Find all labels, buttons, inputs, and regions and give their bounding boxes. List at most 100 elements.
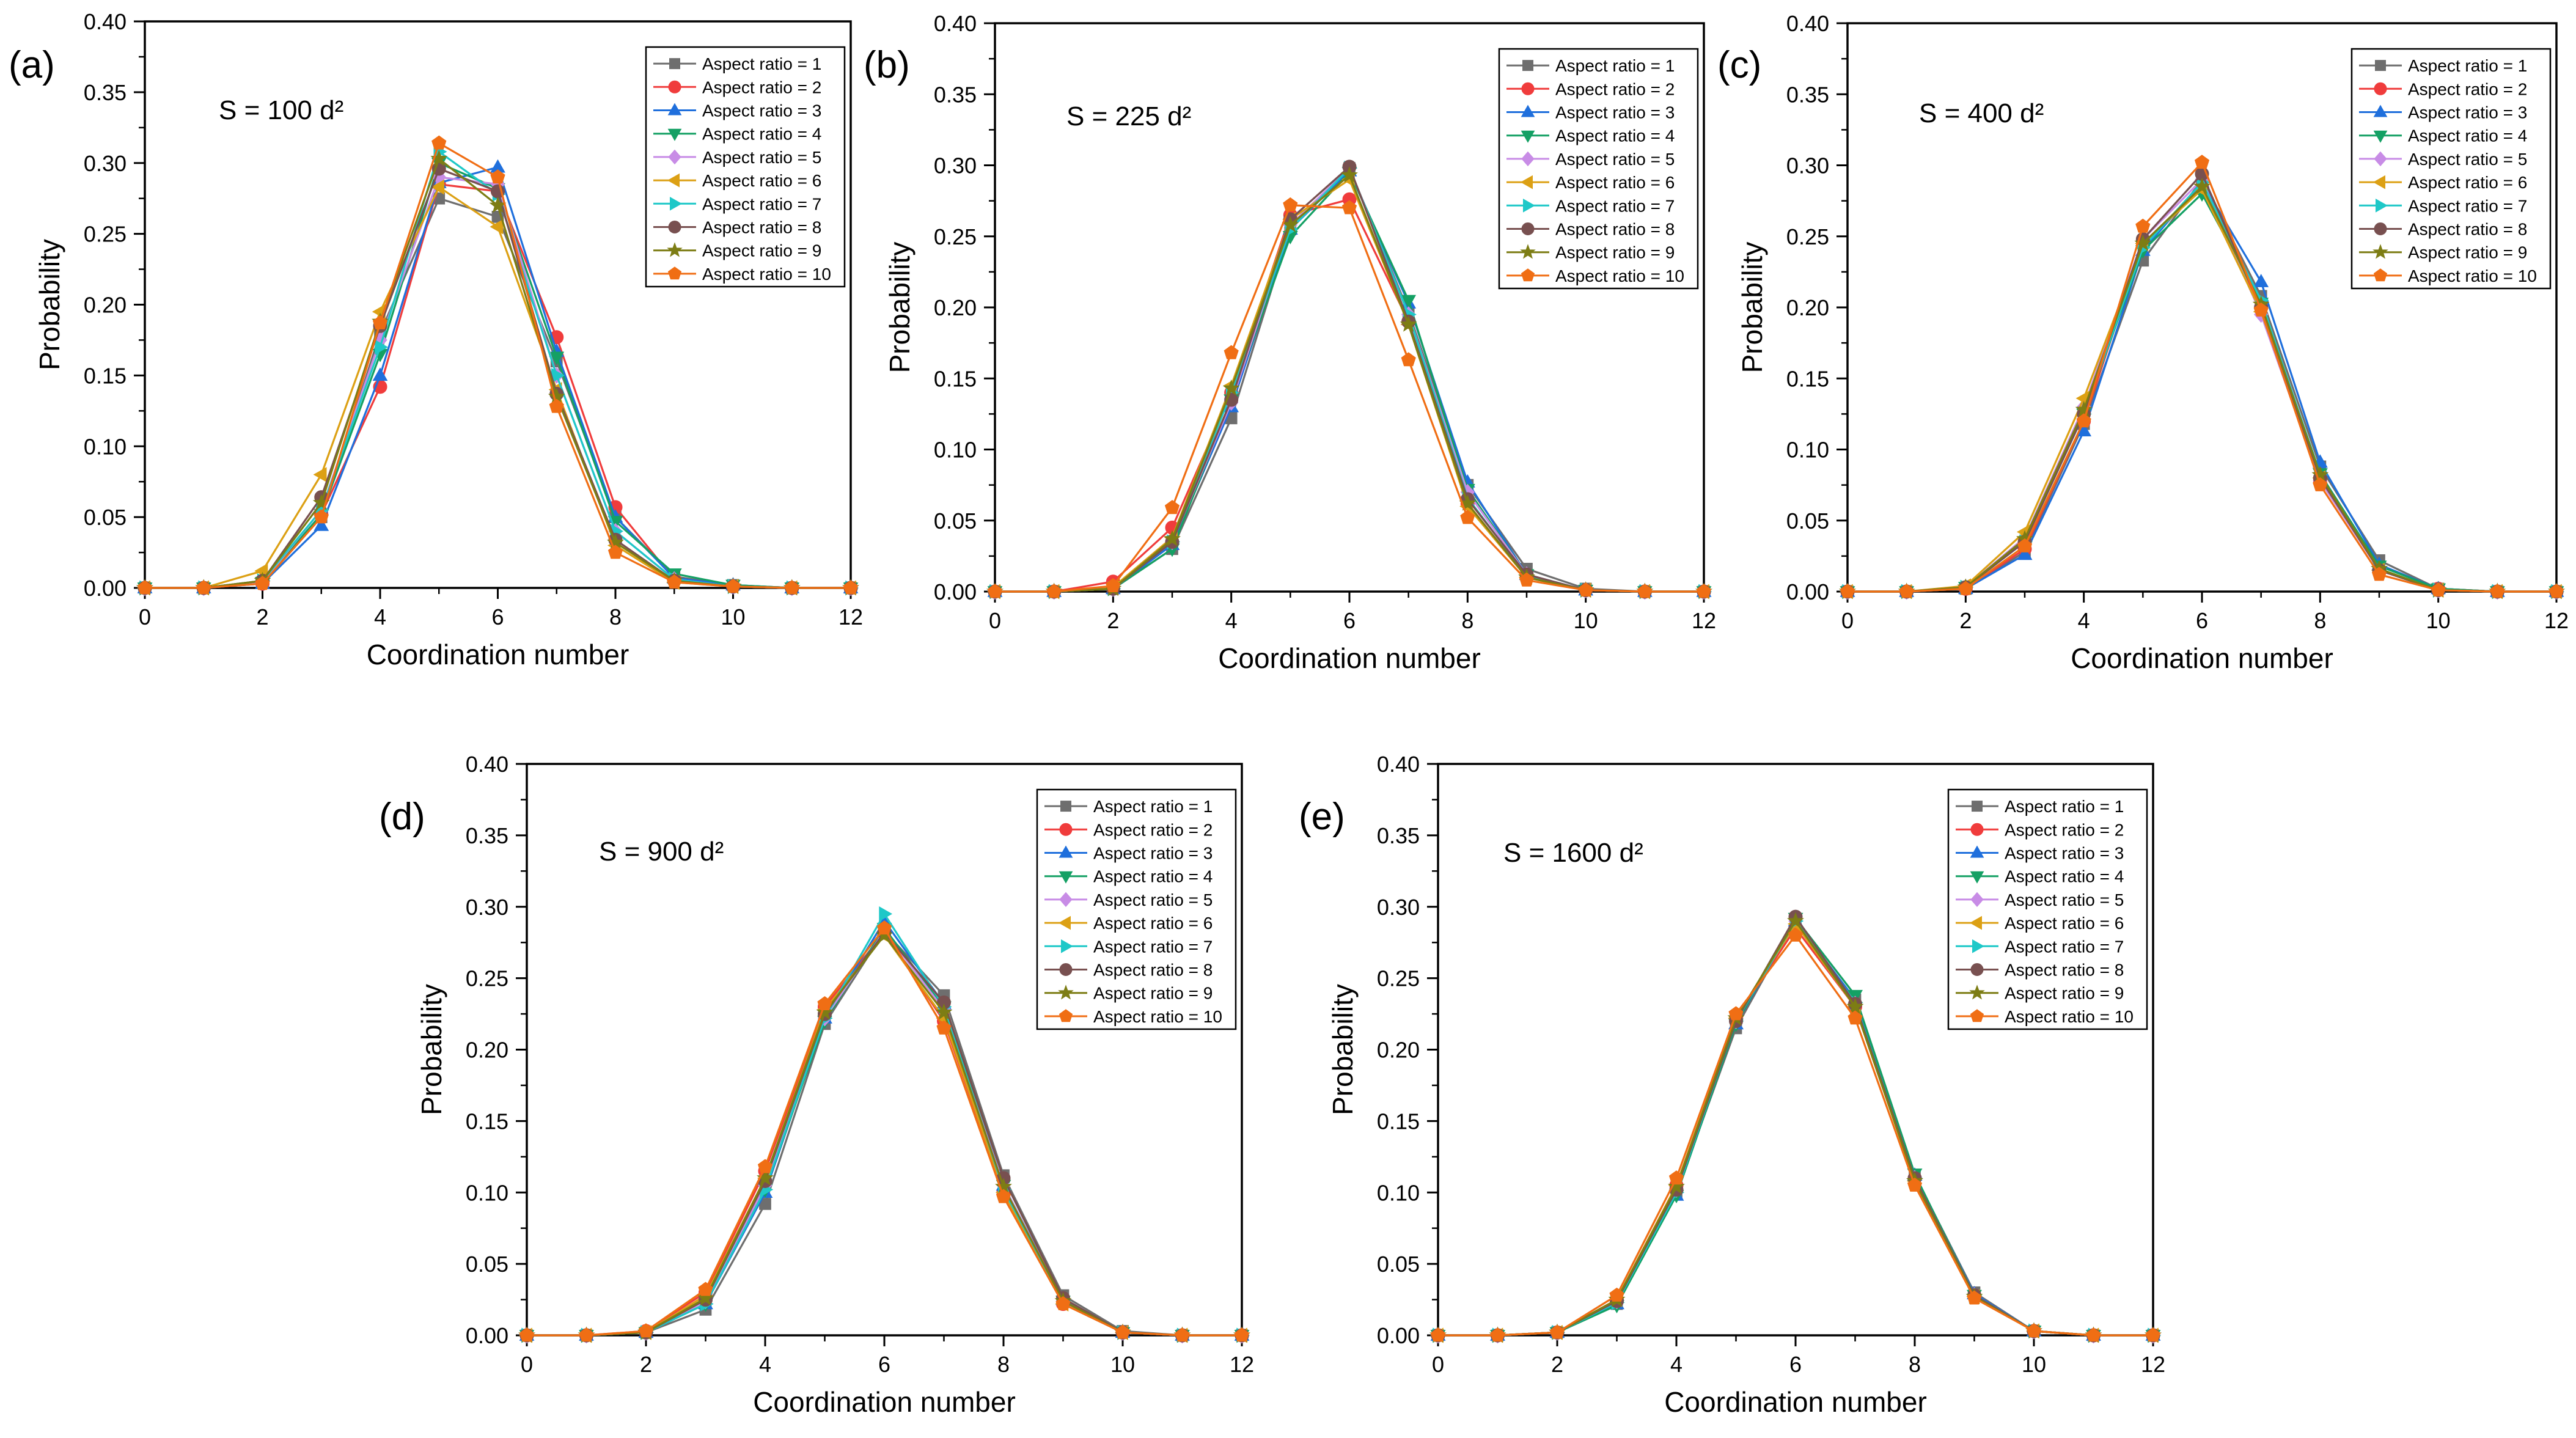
x-tick-label: 12 [838,604,863,629]
x-tick-label: 8 [997,1352,1010,1377]
y-tick-label: 0.15 [1786,366,1829,391]
legend-entry: Aspect ratio = 1 [1044,797,1213,816]
x-tick-label: 4 [374,604,386,629]
y-tick-label: 0.40 [934,11,977,36]
data-point [2076,413,2091,428]
legend-label: Aspect ratio = 1 [702,54,821,73]
data-point [430,150,448,166]
y-axis-label: Probability [416,984,447,1115]
data-point [1401,295,1417,309]
data-point [698,1282,713,1296]
legend-label: Aspect ratio = 10 [2005,1007,2134,1026]
x-tick-label: 2 [640,1352,652,1377]
y-tick-label: 0.25 [1377,966,1420,991]
data-point [314,509,329,524]
panel-label: (b) [864,44,910,86]
data-point [1668,1178,1685,1194]
data-point [996,1189,1011,1203]
legend-label: Aspect ratio = 8 [2005,961,2124,980]
legend-label: Aspect ratio = 1 [2408,56,2527,75]
y-tick-label: 0.20 [1377,1038,1420,1063]
data-point [2017,538,2033,552]
legend-marker [667,266,682,280]
surface-annotation: S = 1600 d² [1503,838,1643,868]
surface-annotation: S = 400 d² [1919,98,2044,128]
y-axis-label: Probability [1327,984,1359,1115]
legend-marker [1522,60,1533,72]
legend-label: Aspect ratio = 8 [702,218,821,237]
legend-marker [1972,801,1983,812]
data-point [2017,546,2033,560]
data-point [196,580,211,595]
data-point [1234,1327,1250,1342]
legend-label: Aspect ratio = 5 [1093,890,1213,909]
x-tick-label: 8 [2314,608,2326,633]
data-point [1490,1327,1505,1342]
y-axis-label: Probability [1736,242,1768,373]
legend-label: Aspect ratio = 6 [1093,914,1213,933]
data-point [697,1289,714,1306]
legend-label: Aspect ratio = 4 [1555,127,1675,145]
data-point [2371,567,2387,581]
surface-annotation: S = 900 d² [599,837,724,867]
data-point [314,517,329,531]
legend-entry: Aspect ratio = 9 [1044,984,1213,1003]
legend-label: Aspect ratio = 3 [1093,844,1213,863]
y-tick-label: 0.25 [934,224,977,249]
legend-marker [1520,175,1533,189]
series-10 [1430,927,2161,1342]
x-axis-label: Coordination number [1218,642,1481,674]
data-point [667,574,682,589]
y-tick-label: 0.30 [1786,153,1829,178]
legend-label: Aspect ratio = 8 [2408,220,2527,239]
x-axis-label: Coordination number [367,639,629,670]
legend: Aspect ratio = 1 Aspect ratio = 2 Aspect r… [2350,48,2552,290]
data-point [431,135,447,150]
data-point [2490,584,2505,598]
x-axis-label: Coordination number [753,1386,1016,1418]
legend-marker [1058,985,1074,1000]
y-tick-label: 0.15 [1377,1109,1420,1134]
legend-marker [1059,1009,1073,1022]
legend-entry: Aspect ratio = 4 [1956,867,2124,886]
data-point [2135,218,2151,233]
x-tick-label: 10 [721,604,745,629]
y-tick-label: 0.15 [466,1109,508,1134]
legend-marker [2373,130,2388,143]
legend-marker [2373,105,2388,117]
data-point [936,1020,952,1035]
legend-label: Aspect ratio = 7 [1555,196,1675,215]
x-tick-label: 6 [491,604,504,629]
data-point [137,580,153,595]
y-tick-label: 0.05 [466,1252,508,1277]
data-point [1907,1177,1923,1192]
legend-marker [2372,175,2385,189]
legend-entry: Aspect ratio = 3 [2359,103,2527,122]
y-tick-label: 0.10 [466,1180,508,1205]
legend-label: Aspect ratio = 3 [2408,103,2527,122]
legend-label: Aspect ratio = 4 [702,125,821,144]
legend-label: Aspect ratio = 3 [1555,103,1675,122]
x-tick-label: 0 [139,604,151,629]
legend-entry: Aspect ratio = 10 [1956,1007,2134,1026]
legend-marker [1970,845,1984,858]
data-point [816,1003,834,1020]
data-point [1164,530,1181,546]
legend-entry: Aspect ratio = 4 [1506,127,1675,145]
legend-entry: Aspect ratio = 6 [1506,173,1675,192]
legend-marker [1521,105,1535,117]
y-tick-label: 0.25 [466,966,508,991]
y-tick-label: 0.40 [466,752,508,777]
legend-marker [1521,222,1535,235]
legend-marker [2376,198,2388,213]
data-point [1846,997,1864,1014]
data-point [1460,510,1475,524]
y-tick-label: 0.30 [934,153,977,178]
x-tick-label: 0 [521,1352,533,1377]
panel-label: (c) [1717,44,1761,86]
legend-entry: Aspect ratio = 7 [1506,196,1675,215]
data-point [725,578,741,593]
data-point [549,351,565,365]
data-point [817,996,832,1010]
x-tick-label: 8 [1461,608,1473,633]
